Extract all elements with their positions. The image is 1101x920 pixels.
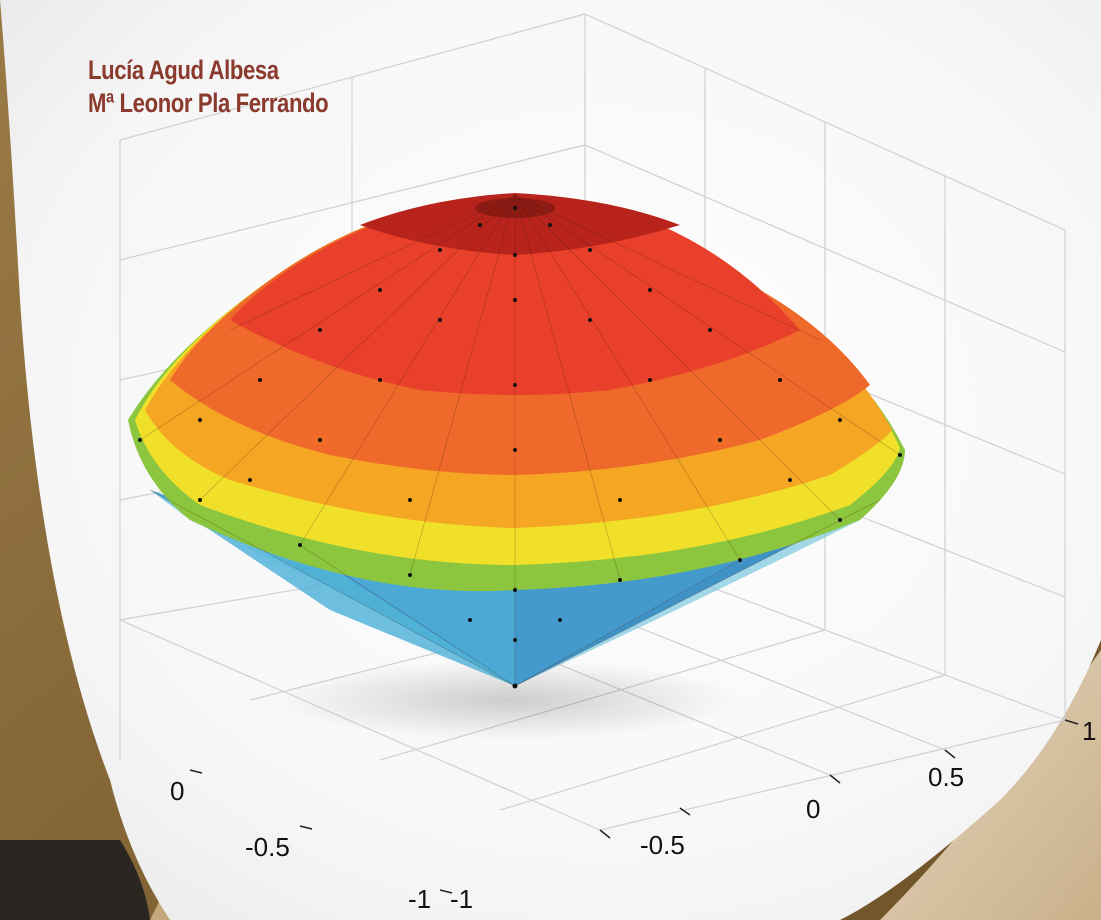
author-name-2: Mª Leonor Pla Ferrando [88,88,329,118]
surface-mesh [139,194,901,687]
axis-ticks [189,719,1079,894]
author-list: Lucía Agud Albesa Mª Leonor Pla Ferrando [88,54,381,120]
dark-texture-corner [0,840,150,920]
y-tick-label-neg-0.5: -0.5 [640,830,685,860]
tan-corner [880,650,1101,920]
y-tick-label-1: 1 [1082,716,1097,746]
vertex-dots [138,206,902,689]
y-tick-label-neg-1: -1 [450,884,474,914]
y-tick-label-0: 0 [806,794,821,824]
y-tick-label-0.5: 0.5 [928,762,965,792]
x-tick-label-0: 0 [170,776,185,806]
author-name-1: Lucía Agud Albesa [88,55,279,85]
x-tick-label-neg-1: -1 [408,884,432,914]
x-tick-label-neg-0.5: -0.5 [245,832,290,862]
surface-upper-dome [128,193,905,592]
surface-shadow [280,660,740,740]
